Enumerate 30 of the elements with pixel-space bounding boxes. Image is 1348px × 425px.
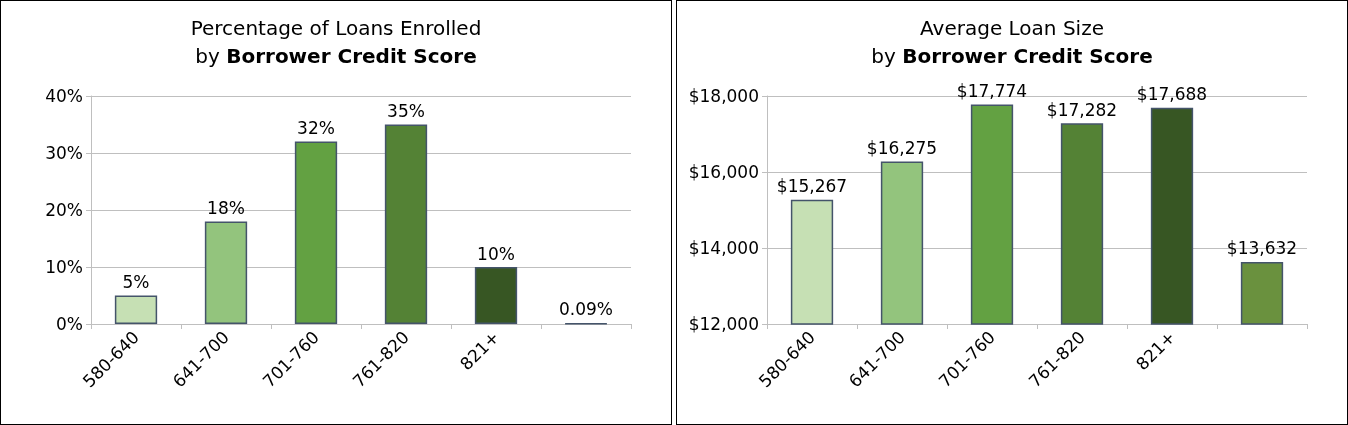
data-label: $17,688 [1136,84,1208,105]
y-tick-label: $16,000 [688,162,759,182]
y-tick-label: 0% [56,314,83,334]
data-label: 32% [297,118,335,139]
bar [384,124,428,324]
chart-subtitle: by Borrower Credit Score [871,44,1153,68]
bar [114,295,158,324]
data-label: $13,632 [1226,238,1298,259]
y-tick-label: $14,000 [688,238,759,258]
chart-title: Average Loan Size [920,16,1104,40]
y-tick-label: 20% [45,200,83,220]
bar [474,267,518,324]
y-tick-label: $12,000 [688,314,759,334]
bar [294,141,338,324]
y-tick-label: 30% [45,143,83,163]
data-label: $16,275 [866,138,938,159]
data-label: 10% [477,243,515,264]
y-tick-label: 40% [45,86,83,106]
data-label: 5% [122,272,150,292]
data-label: $17,282 [1046,99,1118,120]
data-label: 0.09% [558,299,614,320]
data-label: 35% [387,101,425,121]
data-label: $15,267 [776,176,848,197]
y-tick-label: 10% [45,257,83,277]
data-label: $17,774 [956,81,1028,102]
data-label: 18% [207,197,245,218]
chart-title: Percentage of Loans Enrolled [190,16,482,40]
bar [204,221,248,324]
chart-subtitle: by Borrower Credit Score [195,44,477,68]
y-tick-label: $18,000 [688,86,759,106]
